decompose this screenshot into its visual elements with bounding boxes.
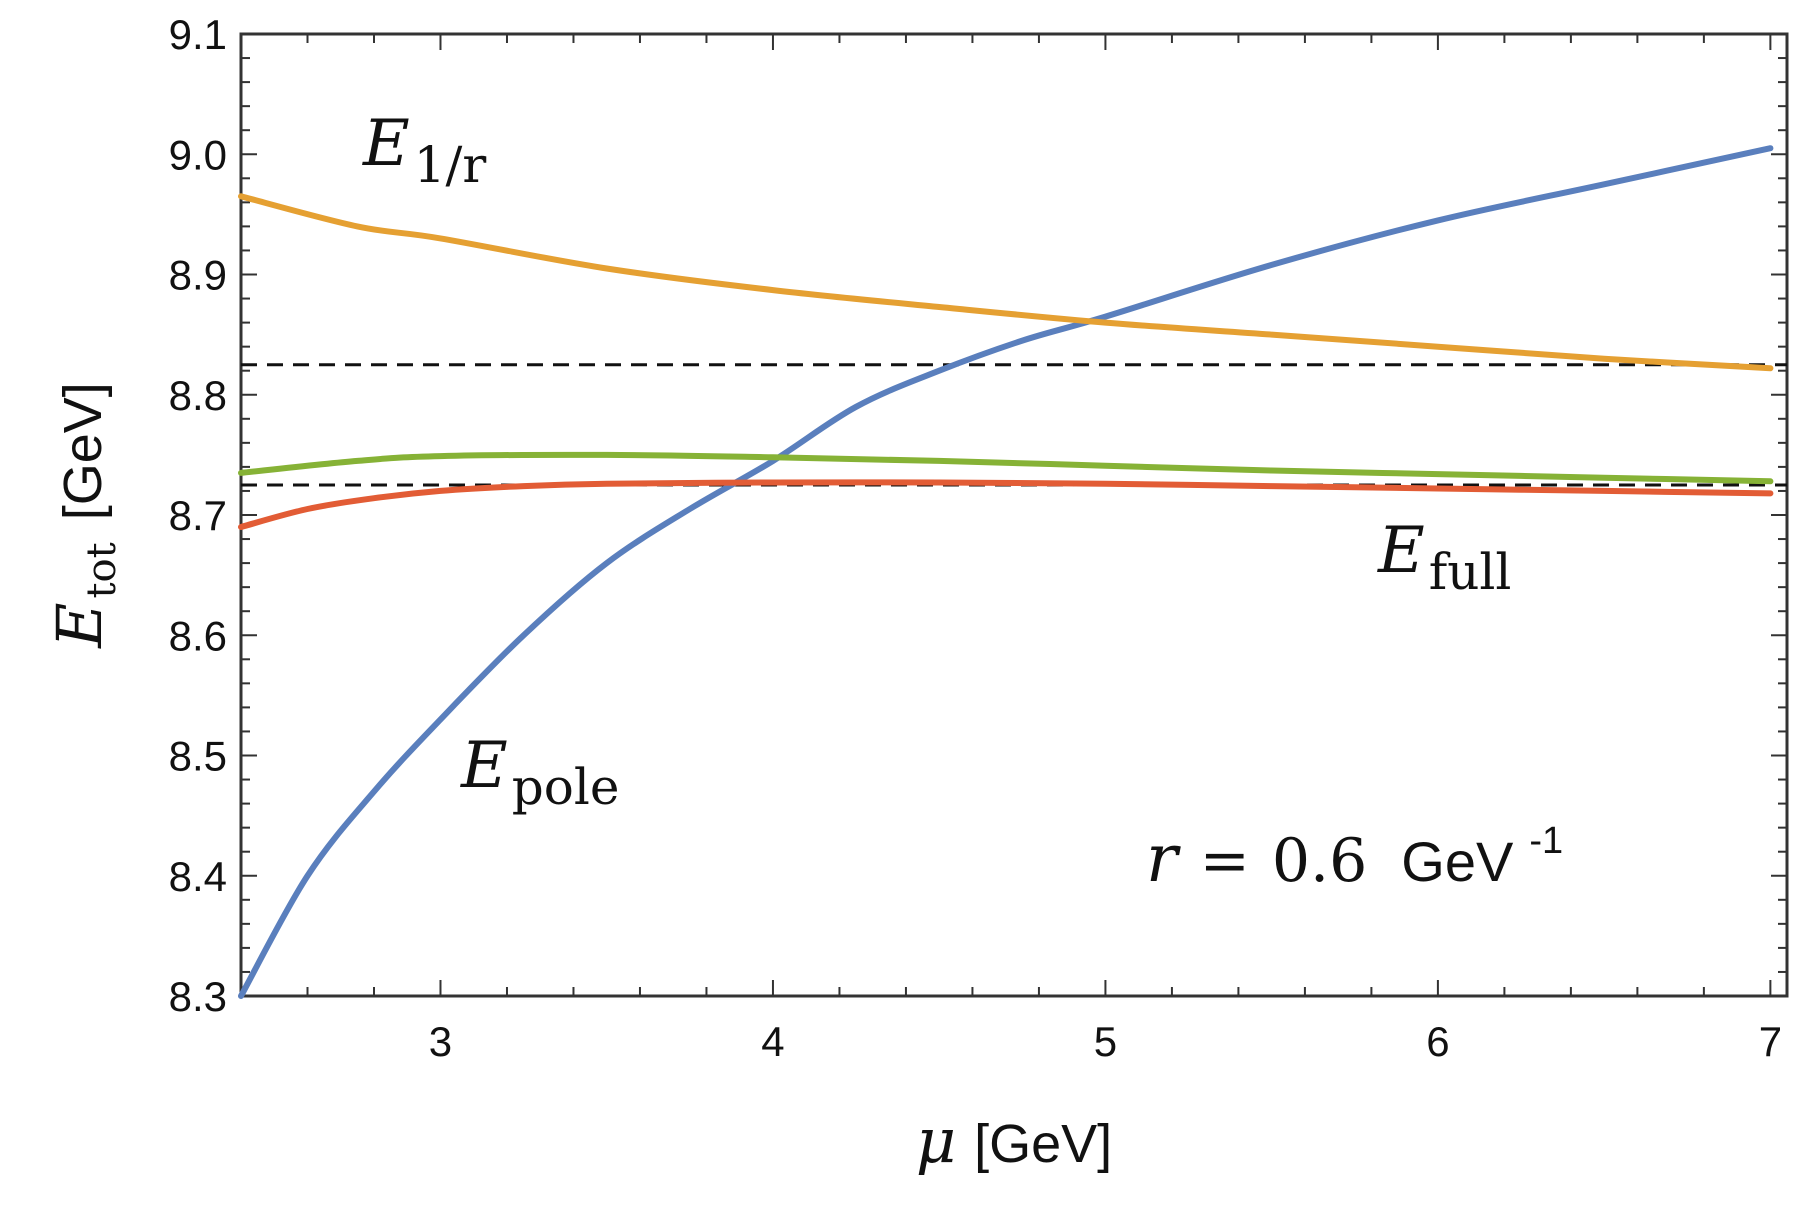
y-tick-label: 8.4 [169, 853, 227, 900]
param-annotation: r = 0.6 GeV -1 [1146, 820, 1563, 897]
y-tick-label: 8.7 [169, 492, 227, 539]
axis-ticks [240, 33, 1787, 997]
y-tick-label: 8.8 [169, 372, 227, 419]
series-line-pole [238, 145, 1774, 999]
label-e-full: E full [1377, 514, 1511, 601]
x-tick-label: 5 [1094, 1018, 1117, 1065]
x-tick-label: 6 [1426, 1018, 1449, 1065]
series-lines [238, 145, 1774, 999]
y-tick-label: 8.5 [169, 733, 227, 780]
y-tick-label: 8.9 [169, 252, 227, 299]
y-tick-label: 9.1 [169, 11, 227, 58]
reference-lines [241, 363, 1787, 487]
series-line-full [238, 479, 1774, 530]
series-line-inv_r [238, 193, 1774, 372]
y-tick-label: 8.6 [169, 612, 227, 659]
y-axis-title: E tot [GeV] [43, 382, 125, 649]
label-e-inv-r: E 1/r [362, 107, 486, 194]
x-tick-label: 4 [761, 1018, 784, 1065]
tick-labels: 3 4 5 6 7 8.3 8.4 8.5 8.6 8.7 8.8 8.9 9.0 9.1 [169, 11, 1782, 1065]
series-line-green [238, 451, 1774, 485]
x-axis-title: μ [GeV] [916, 1104, 1112, 1177]
label-e-pole: E pole [460, 729, 619, 816]
x-tick-label: 3 [429, 1018, 452, 1065]
y-tick-label: 9.0 [169, 131, 227, 178]
x-tick-label: 7 [1759, 1018, 1782, 1065]
y-tick-label: 8.3 [169, 973, 227, 1020]
